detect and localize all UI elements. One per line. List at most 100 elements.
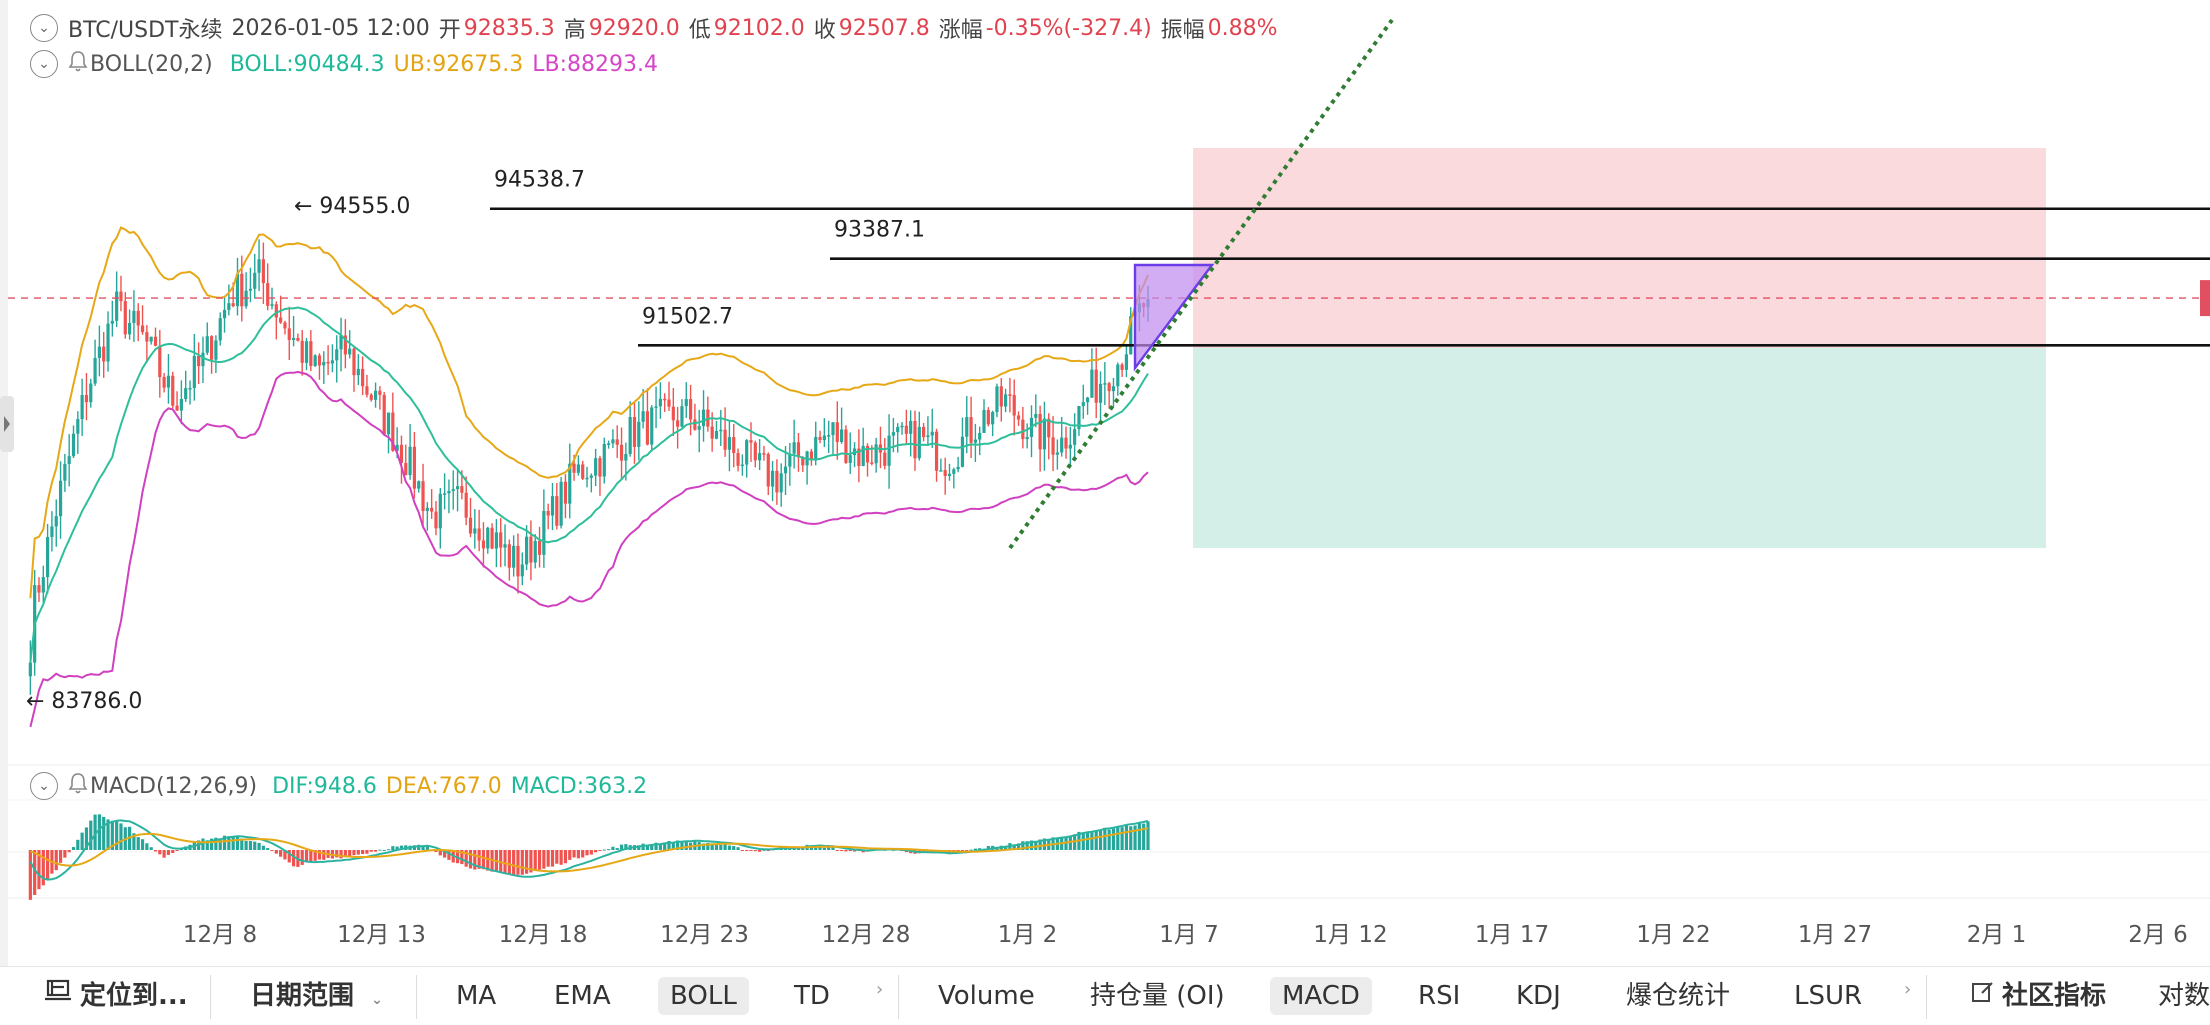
macd-histogram-bar bbox=[1038, 839, 1042, 850]
x-axis-tick-label: 2月 1 bbox=[1967, 922, 2027, 948]
macd-histogram-bar bbox=[291, 850, 296, 867]
candle-body bbox=[417, 481, 421, 489]
macd-histogram-bar bbox=[572, 850, 576, 858]
close-label: 收 bbox=[813, 18, 836, 43]
macd-dea-line bbox=[30, 827, 1149, 873]
price-chart[interactable]: 94538.7 93387.1 91502.7 ← 94555.0 ← 83786.0 1… bbox=[0, 0, 2210, 966]
locate-button[interactable]: 定位到... bbox=[30, 977, 200, 1015]
candle-body bbox=[490, 527, 494, 549]
candle-body bbox=[184, 388, 188, 400]
price-level-label: 91502.7 bbox=[642, 304, 733, 329]
candle-body bbox=[680, 406, 684, 427]
macd-histogram-bar bbox=[637, 845, 641, 850]
macd-histogram-bar bbox=[386, 849, 391, 851]
subchart-kdj[interactable]: KDJ bbox=[1516, 981, 1561, 1011]
candle-body bbox=[71, 433, 76, 457]
macd-histogram-bar bbox=[749, 850, 753, 851]
macd-histogram-bar bbox=[852, 850, 857, 852]
macd-histogram-bar bbox=[115, 821, 119, 850]
indicator-ema[interactable]: EMA bbox=[554, 981, 611, 1011]
macd-histogram-bar bbox=[1142, 823, 1146, 850]
macd-histogram-bar bbox=[71, 847, 76, 850]
candle-body bbox=[395, 444, 399, 451]
chevron-right-icon[interactable]: › bbox=[1904, 979, 1912, 1000]
candle-body bbox=[231, 303, 235, 307]
macd-histogram-bar bbox=[365, 850, 369, 854]
collapse-chevron-icon[interactable]: ⌄ bbox=[30, 772, 58, 800]
log-scale-toggle[interactable]: 对数 bbox=[2158, 981, 2210, 1011]
candle-body bbox=[1038, 413, 1042, 450]
macd-histogram-bar bbox=[719, 845, 723, 850]
date-range-button[interactable]: 日期范围 ⌄ bbox=[238, 977, 395, 1015]
candle-body bbox=[1025, 436, 1029, 440]
macd-histogram-bar bbox=[1116, 826, 1120, 850]
macd-histogram-bar bbox=[801, 847, 805, 850]
macd-histogram-bar bbox=[835, 850, 839, 851]
candle-body bbox=[796, 442, 801, 458]
candle-body bbox=[874, 444, 878, 464]
candle-body bbox=[1064, 437, 1068, 449]
macd-histogram-bar bbox=[840, 850, 844, 851]
long-target-zone bbox=[1193, 348, 2046, 548]
candle-body bbox=[464, 492, 468, 518]
symbol-label: BTC/USDT永续 bbox=[68, 18, 223, 43]
candle-body bbox=[507, 544, 511, 568]
candle-body bbox=[973, 439, 977, 443]
candle-body bbox=[1047, 418, 1051, 438]
subchart-lsur[interactable]: LSUR bbox=[1794, 981, 1863, 1011]
candle-body bbox=[930, 431, 934, 436]
candle-body bbox=[412, 446, 417, 489]
community-indicators-button[interactable]: 社区指标 bbox=[1958, 977, 2118, 1015]
macd-histogram-bar bbox=[136, 837, 140, 850]
indicator-boll[interactable]: BOLL bbox=[658, 977, 749, 1015]
boll-header: ⌄ BOLL(20,2) BOLL:90484.3 UB:92675.3 LB:… bbox=[30, 50, 667, 78]
collapse-chevron-icon[interactable]: ⌄ bbox=[30, 50, 58, 78]
subchart-oi[interactable]: 持仓量 (OI) bbox=[1090, 981, 1225, 1011]
locate-label: 定位到... bbox=[80, 981, 188, 1011]
candle-body bbox=[455, 486, 460, 490]
high-price-marker: ← 94555.0 bbox=[294, 194, 410, 219]
macd-histogram-bar bbox=[706, 842, 710, 850]
candle-body bbox=[732, 437, 736, 454]
candle-body bbox=[1129, 316, 1133, 355]
macd-histogram-bar bbox=[421, 845, 425, 850]
chevron-right-icon[interactable]: › bbox=[876, 979, 884, 1000]
candle-body bbox=[999, 386, 1003, 407]
macd-histogram-bar bbox=[740, 850, 744, 851]
macd-histogram-bar bbox=[714, 844, 719, 850]
candle-body bbox=[197, 355, 201, 367]
candle-body bbox=[783, 466, 788, 474]
candle-body bbox=[788, 453, 792, 467]
macd-histogram-bar bbox=[1021, 841, 1025, 850]
candle-body bbox=[870, 462, 874, 464]
x-axis-tick-label: 1月 17 bbox=[1475, 922, 1549, 948]
macd-histogram-bar bbox=[611, 846, 615, 850]
subchart-macd[interactable]: MACD bbox=[1270, 977, 1372, 1015]
macd-histogram-bar bbox=[89, 820, 93, 850]
bell-icon[interactable] bbox=[68, 772, 88, 800]
subchart-rsi[interactable]: RSI bbox=[1418, 981, 1461, 1011]
candle-body bbox=[835, 422, 839, 443]
macd-histogram-bar bbox=[63, 850, 67, 858]
macd-histogram-bar bbox=[214, 837, 218, 850]
indicator-ma[interactable]: MA bbox=[456, 981, 497, 1011]
macd-histogram-bar bbox=[417, 844, 421, 850]
candle-body bbox=[451, 489, 455, 491]
candle-body bbox=[214, 340, 218, 360]
macd-histogram-bar bbox=[844, 850, 848, 852]
candle-body bbox=[54, 516, 58, 527]
candle-body bbox=[650, 407, 654, 445]
candle-body bbox=[809, 451, 814, 461]
subchart-volume[interactable]: Volume bbox=[938, 981, 1035, 1011]
collapse-chevron-icon[interactable]: ⌄ bbox=[30, 14, 58, 42]
subchart-liquidation[interactable]: 爆仓统计 bbox=[1626, 981, 1731, 1011]
indicator-td[interactable]: TD bbox=[794, 981, 830, 1011]
x-axis-tick-label: 12月 28 bbox=[822, 922, 911, 948]
left-gutter bbox=[0, 0, 8, 966]
candle-body bbox=[365, 386, 369, 395]
macd-histogram-bar bbox=[710, 844, 714, 850]
candle-body bbox=[1003, 394, 1008, 407]
bell-icon[interactable] bbox=[68, 50, 88, 78]
macd-histogram-bar bbox=[309, 850, 313, 863]
datetime-label: 2026-01-05 12:00 bbox=[231, 15, 430, 41]
